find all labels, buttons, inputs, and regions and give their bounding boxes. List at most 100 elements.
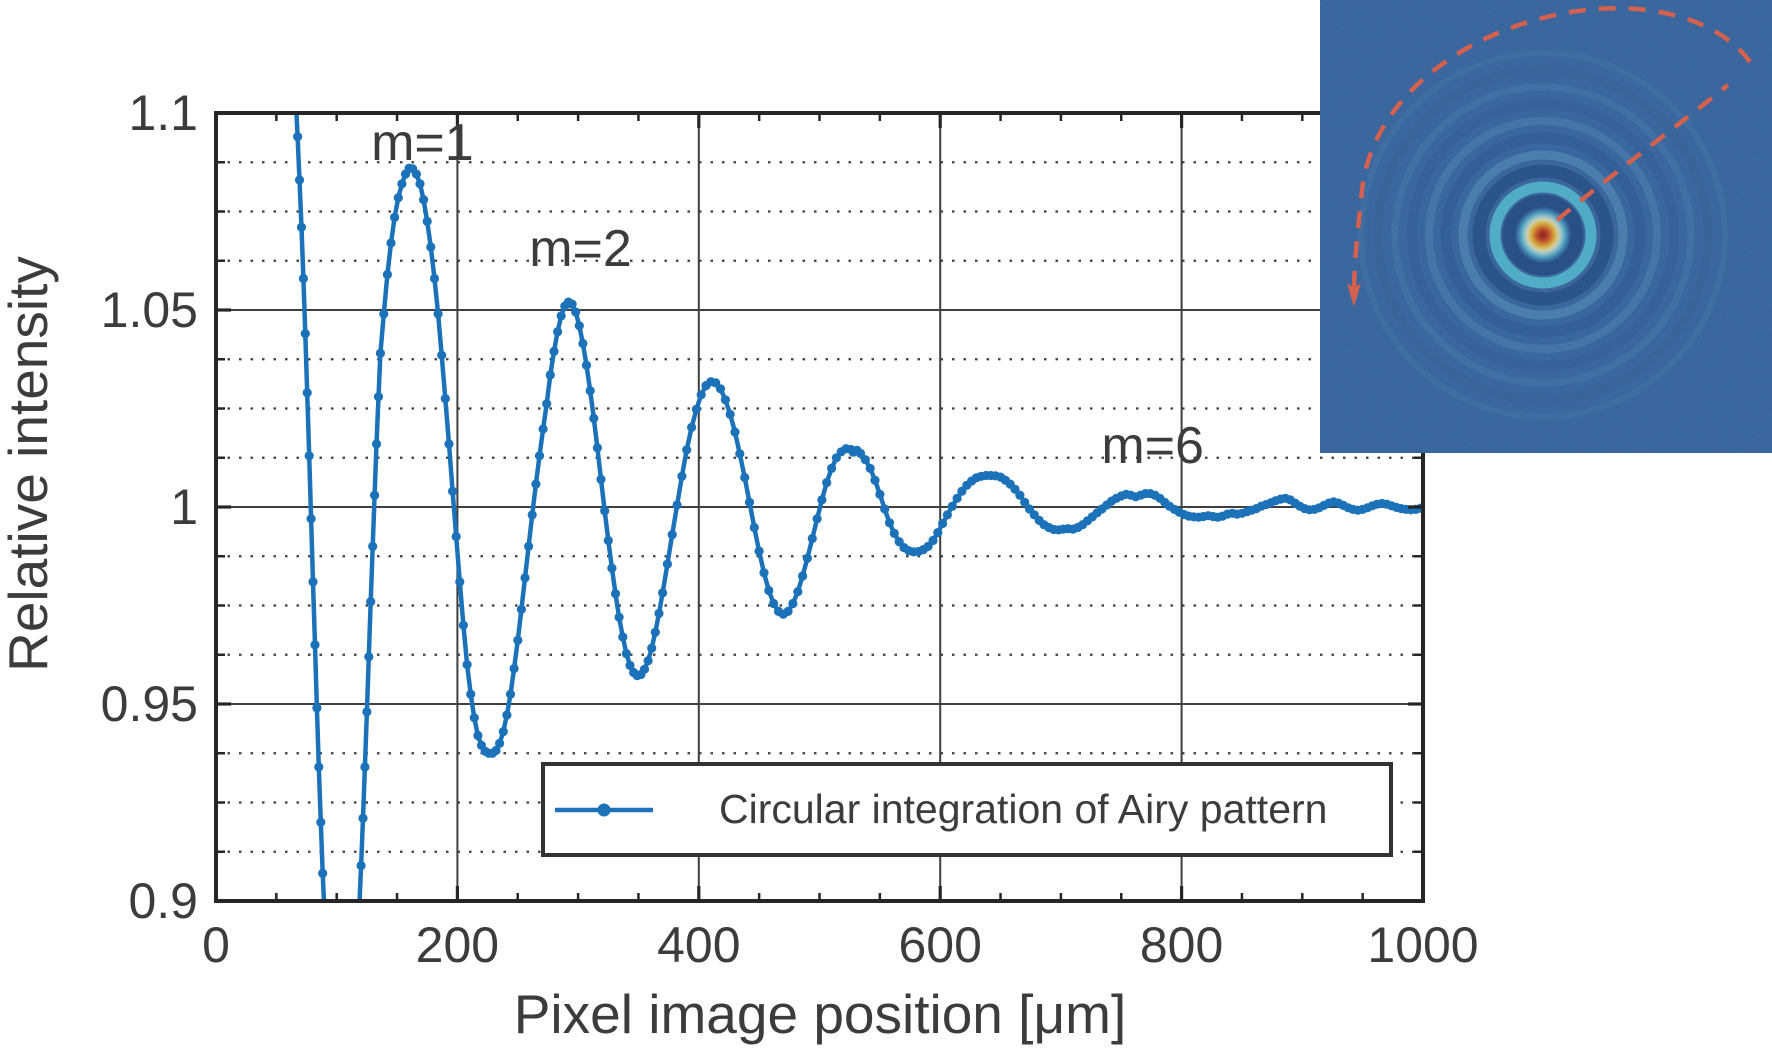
data-point-marker (312, 703, 322, 713)
data-point-marker (1020, 497, 1030, 507)
data-point-marker (302, 388, 312, 398)
data-point-marker (437, 350, 447, 360)
y-tick-label: 1.05 (100, 282, 198, 338)
data-point-marker (769, 598, 779, 609)
data-point-marker (366, 597, 376, 607)
data-point-marker (687, 422, 697, 432)
data-point-marker (865, 463, 875, 473)
data-point-marker (672, 500, 682, 510)
data-point-marker (855, 448, 866, 458)
y-axis-label: Relative intensity (0, 256, 59, 672)
data-point-marker (542, 399, 552, 409)
data-point-marker (293, 132, 303, 142)
data-point-marker (294, 175, 305, 185)
data-point-marker (764, 585, 774, 596)
data-point-marker (650, 627, 660, 637)
data-point-marker (607, 563, 617, 573)
data-point-marker (350, 971, 359, 980)
data-point-marker (610, 589, 621, 599)
data-point-marker (534, 451, 545, 461)
data-point-marker (353, 942, 362, 951)
data-point-marker (415, 179, 425, 189)
data-point-marker (444, 439, 454, 449)
rotation-arrow-icon (1347, 5, 1752, 307)
data-point-marker (373, 392, 384, 402)
data-point-marker (1424, 503, 1425, 509)
x-tick-label: 600 (898, 917, 982, 973)
data-point-marker (325, 997, 334, 1006)
data-point-marker (358, 813, 368, 823)
data-point-marker (662, 559, 673, 569)
data-point-marker (397, 179, 407, 189)
data-point-marker (379, 309, 389, 319)
airy-pattern-image (1320, 0, 1772, 453)
data-point-marker (343, 1040, 352, 1049)
data-point-marker (596, 474, 606, 484)
data-point-marker (618, 632, 628, 642)
data-point-marker (740, 472, 750, 483)
data-point-marker (759, 568, 769, 578)
data-point-marker (419, 195, 429, 205)
data-point-marker (793, 587, 803, 597)
data-point-marker (574, 321, 584, 331)
data-point-marker (654, 608, 664, 619)
legend: Circular integration of Airy pattern (541, 762, 1393, 857)
data-point-marker (933, 528, 943, 538)
data-point-marker (362, 707, 372, 717)
data-point-marker (386, 238, 396, 248)
x-tick-label: 200 (415, 917, 500, 973)
data-point-marker (509, 663, 519, 674)
data-point-marker (329, 1036, 338, 1045)
data-point-marker (429, 273, 440, 284)
annotation-m2: m=2 (529, 219, 632, 278)
data-point-marker (658, 588, 668, 598)
data-point-marker (356, 860, 366, 871)
data-point-marker (812, 514, 822, 524)
data-point-marker (545, 370, 555, 380)
data-point-marker (502, 710, 512, 720)
data-point-marker (393, 193, 403, 203)
data-point-marker (938, 518, 948, 529)
data-point-marker (571, 307, 581, 317)
data-point-marker (621, 649, 632, 659)
data-point-marker (802, 553, 813, 563)
data-point-marker (538, 424, 548, 434)
data-point-marker (880, 504, 890, 514)
data-point-marker (505, 689, 516, 699)
data-point-marker (585, 386, 595, 396)
data-point-marker (527, 510, 537, 520)
x-tick-label: 1000 (1367, 917, 1479, 973)
annotation-m6: m=6 (1101, 416, 1204, 475)
x-axis-label: Pixel image position [μm] (513, 983, 1127, 1045)
data-point-marker (735, 449, 745, 459)
data-point-marker (647, 643, 657, 653)
data-point-marker (744, 497, 755, 507)
data-point-marker (370, 490, 380, 500)
data-point-marker (667, 530, 677, 540)
data-point-marker (884, 518, 895, 528)
data-point-marker (520, 573, 530, 583)
data-point-marker (807, 533, 817, 544)
data-point-marker (368, 541, 378, 552)
data-point-marker (516, 604, 527, 615)
data-point-marker (390, 212, 400, 222)
annotation-m1: m=1 (371, 113, 474, 172)
data-point-marker (928, 535, 938, 546)
data-point-marker (581, 360, 592, 370)
data-point-marker (524, 541, 534, 552)
data-point-marker (382, 269, 392, 280)
data-point-marker (531, 479, 541, 489)
x-tick-label: 0 (202, 917, 230, 973)
data-point-marker (466, 689, 476, 699)
legend-entry-label: Circular integration of Airy pattern (719, 786, 1328, 832)
data-point-marker (433, 309, 443, 319)
data-point-marker (322, 948, 331, 957)
data-point-marker (889, 528, 899, 539)
data-point-marker (304, 451, 314, 461)
data-point-marker (942, 510, 953, 520)
data-point-marker (578, 338, 588, 349)
data-point-marker (440, 394, 450, 404)
data-point-marker (462, 660, 472, 670)
data-point-marker (455, 577, 465, 587)
